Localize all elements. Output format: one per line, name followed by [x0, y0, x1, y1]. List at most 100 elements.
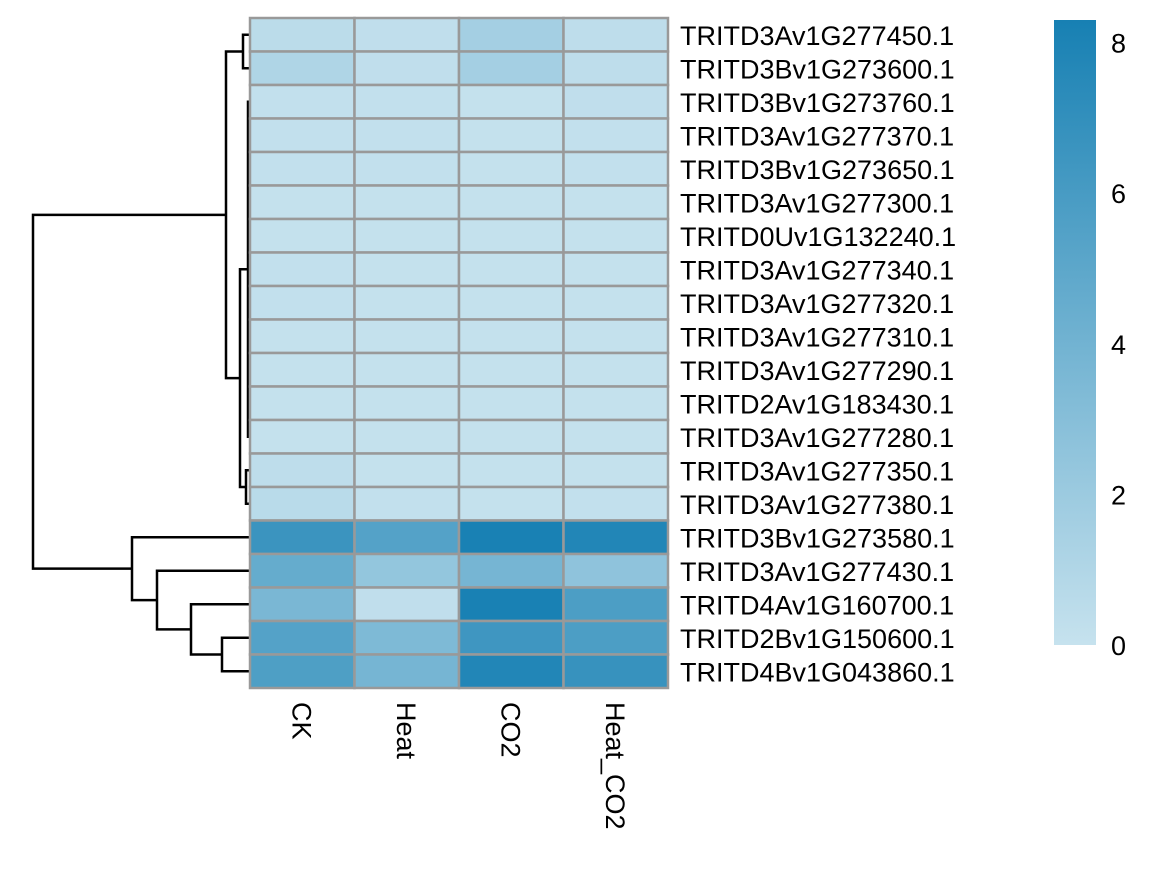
heatmap-cell [248, 452, 356, 489]
heatmap-cell [457, 351, 565, 388]
heatmap-cell [457, 251, 565, 288]
heatmap-cell [248, 150, 356, 187]
heatmap-cell [248, 586, 356, 623]
row-label: TRITD4Av1G160700.1 [680, 590, 954, 620]
heatmap-cell [248, 16, 356, 53]
row-label: TRITD3Av1G277320.1 [680, 289, 954, 319]
heatmap-cell [353, 619, 461, 656]
heatmap-cell [562, 184, 670, 221]
heatmap-cell [457, 519, 565, 556]
dendrogram-branch [241, 33, 249, 70]
heatmap-cell [248, 519, 356, 556]
heatmap-cells [248, 16, 670, 690]
heatmap-cell [353, 653, 461, 690]
heatmap-cell [562, 318, 670, 355]
heatmap-cell [457, 150, 565, 187]
dendrogram-branch [244, 469, 249, 505]
heatmap-cell [353, 452, 461, 489]
heatmap-cell [353, 485, 461, 522]
heatmap-cell [562, 619, 670, 656]
heatmap-cell [353, 519, 461, 556]
row-label: TRITD3Bv1G273580.1 [680, 523, 955, 553]
heatmap-cell [562, 552, 670, 589]
heatmap-cell [353, 418, 461, 455]
heatmap-cell [248, 318, 356, 355]
heatmap-cell [353, 50, 461, 87]
heatmap-cell [248, 83, 356, 120]
heatmap-cell [562, 385, 670, 422]
row-label: TRITD3Av1G277450.1 [680, 21, 954, 51]
heatmap-cell [562, 452, 670, 489]
row-label: TRITD3Bv1G273600.1 [680, 54, 955, 84]
row-label: TRITD2Bv1G150600.1 [680, 624, 955, 654]
heatmap-cell [562, 351, 670, 388]
column-label: Heat [391, 702, 421, 760]
heatmap-cell [457, 418, 565, 455]
row-label: TRITD2Av1G183430.1 [680, 389, 954, 419]
heatmap-cell [562, 150, 670, 187]
dendrogram-branch [155, 569, 249, 631]
row-label: TRITD3Bv1G273650.1 [680, 155, 955, 185]
row-label: TRITD3Av1G277430.1 [680, 557, 954, 587]
heatmap-cell [248, 351, 356, 388]
color-scale-tick-label: 8 [1111, 29, 1126, 59]
heatmap-cell [457, 452, 565, 489]
heatmap-cell [562, 418, 670, 455]
heatmap-cell [353, 351, 461, 388]
color-scale-legend: 0 2 4 6 8 [1054, 20, 1126, 661]
dendrogram-branch [189, 603, 249, 656]
heatmap-cell [457, 485, 565, 522]
heatmap-cell [248, 117, 356, 154]
row-label: TRITD3Av1G277290.1 [680, 356, 954, 386]
heatmap-cell [457, 619, 565, 656]
heatmap-cell [353, 552, 461, 589]
heatmap-cell [562, 586, 670, 623]
heatmap-cell [353, 251, 461, 288]
column-label: CO2 [495, 702, 525, 758]
heatmap-cell [457, 50, 565, 87]
heatmap-cell [457, 586, 565, 623]
heatmap-cell [562, 217, 670, 254]
heatmap-cell [457, 83, 565, 120]
heatmap-cell [457, 184, 565, 221]
heatmap-cell [248, 485, 356, 522]
heatmap-cell [248, 50, 356, 87]
dendrogram-branch [31, 213, 226, 570]
color-scale-tick-label: 4 [1111, 330, 1126, 360]
heatmap-cell [353, 217, 461, 254]
row-label: TRITD3Av1G277380.1 [680, 490, 954, 520]
heatmap-cell [562, 117, 670, 154]
column-label: Heat_CO2 [600, 702, 630, 830]
row-label: TRITD3Av1G277340.1 [680, 255, 954, 285]
heatmap-cell [353, 184, 461, 221]
heatmap-cell [353, 284, 461, 321]
heatmap-cell [562, 519, 670, 556]
heatmap-cell [248, 217, 356, 254]
color-scale-tick-label: 6 [1111, 179, 1126, 209]
heatmap-cell [457, 117, 565, 154]
heatmap-cell [248, 251, 356, 288]
row-label: TRITD3Av1G277300.1 [680, 188, 954, 218]
color-scale-tick-label: 0 [1111, 631, 1126, 661]
heatmap-cell [562, 251, 670, 288]
heatmap-cell [248, 184, 356, 221]
heatmap-cell [248, 653, 356, 690]
heatmap-cell [457, 653, 565, 690]
row-label: TRITD3Av1G277370.1 [680, 121, 954, 151]
row-label: TRITD3Av1G277280.1 [680, 423, 954, 453]
row-label: TRITD4Bv1G043860.1 [680, 657, 955, 687]
heatmap-cell [248, 284, 356, 321]
color-scale-tick-label: 2 [1111, 480, 1126, 510]
heatmap-cell [353, 318, 461, 355]
color-scale-bar [1054, 20, 1096, 645]
heatmap-cell [562, 83, 670, 120]
dendrogram-branch [130, 536, 249, 602]
heatmap-cell [248, 418, 356, 455]
heatmap-cell [457, 217, 565, 254]
row-label: TRITD3Av1G277310.1 [680, 322, 954, 352]
heatmap-cell [353, 150, 461, 187]
heatmap-cell [248, 385, 356, 422]
column-labels: CK Heat CO2 Heat_CO2 [286, 702, 630, 830]
